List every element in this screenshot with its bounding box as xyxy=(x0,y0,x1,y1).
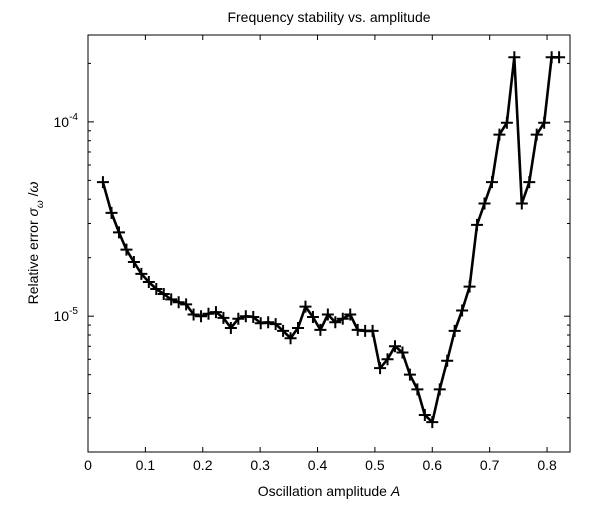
data-point-marker xyxy=(366,324,379,337)
data-point-marker xyxy=(269,318,282,331)
data-point-marker xyxy=(441,354,454,367)
data-point-marker xyxy=(471,218,484,231)
data-point-marker xyxy=(426,416,439,429)
data-point-marker xyxy=(523,176,536,189)
data-point-marker xyxy=(96,176,109,189)
data-point-marker xyxy=(172,296,185,309)
data-point-marker xyxy=(515,197,528,210)
data-point-marker xyxy=(142,275,155,288)
data-point-marker xyxy=(299,300,312,313)
data-point-marker xyxy=(112,226,125,239)
data-point-marker xyxy=(127,256,140,269)
y-axis-label-slash: / xyxy=(25,192,41,200)
data-point-marker xyxy=(165,293,178,306)
data-point-marker xyxy=(500,116,513,129)
data-point-marker xyxy=(448,324,461,337)
data-point-marker xyxy=(553,51,566,64)
data-point-marker xyxy=(485,176,498,189)
data-point-marker xyxy=(321,308,334,321)
data-point-marker xyxy=(433,383,446,396)
x-tick-label: 0.1 xyxy=(136,457,156,473)
data-point-marker xyxy=(135,267,148,280)
x-tick-label: 0.5 xyxy=(365,457,385,473)
data-point-marker xyxy=(157,288,170,301)
data-point-marker xyxy=(344,308,357,321)
y-axis-label-omega: ω xyxy=(25,181,41,192)
x-tick-label: 0.2 xyxy=(193,457,213,473)
data-point-marker xyxy=(478,197,491,210)
data-point-marker xyxy=(508,51,521,64)
data-point-marker xyxy=(381,353,394,366)
data-point-marker xyxy=(187,308,200,321)
data-point-marker xyxy=(456,304,469,317)
plot-area xyxy=(88,35,570,452)
x-axis-label-var: A xyxy=(390,483,400,499)
data-point-marker xyxy=(232,312,245,325)
tick-layer: 0 0.1 0.2 0.3 0.4 0.5 0.6 0.7 0.8 10-5 10-4 xyxy=(54,35,570,473)
x-tick-label: 0.7 xyxy=(480,457,500,473)
data-point-marker xyxy=(463,280,476,293)
data-point-marker xyxy=(209,306,222,319)
data-point-marker xyxy=(418,409,431,422)
data-point-marker xyxy=(411,383,424,396)
y-axis-label-sub: ω xyxy=(35,200,46,208)
y-tick-label: 10-5 xyxy=(54,306,79,324)
x-tick-label: 0.6 xyxy=(423,457,443,473)
x-tick-label: 0.3 xyxy=(250,457,270,473)
data-point-marker xyxy=(292,321,305,334)
data-point-marker xyxy=(530,128,543,141)
data-point-marker xyxy=(217,311,230,324)
data-point-marker xyxy=(388,340,401,353)
data-point-marker xyxy=(105,206,118,219)
data-point-marker xyxy=(493,128,506,141)
x-tick-label: 0.8 xyxy=(537,457,557,473)
data-point-marker xyxy=(224,321,237,334)
data-point-marker xyxy=(262,316,275,329)
data-point-marker xyxy=(202,307,215,320)
data-point-marker xyxy=(314,323,327,336)
x-axis-label-text: Oscillation amplitude xyxy=(258,483,391,499)
plot-frame xyxy=(87,34,571,453)
y-axis-label-sigma: σ xyxy=(25,208,41,217)
data-point-marker xyxy=(374,362,387,375)
y-tick-label: 10-4 xyxy=(54,112,79,130)
y-axis-label: Relative error σω /ω xyxy=(25,181,46,304)
data-point-marker xyxy=(120,243,133,256)
y-axis-label-text: Relative error xyxy=(25,217,41,305)
data-point-marker xyxy=(180,298,193,311)
data-point-marker xyxy=(403,368,416,381)
data-point-marker xyxy=(284,332,297,345)
data-point-marker xyxy=(336,312,349,325)
marker-layer xyxy=(96,51,566,429)
data-point-marker xyxy=(277,324,290,337)
x-axis-label: Oscillation amplitude A xyxy=(258,483,400,499)
data-point-marker xyxy=(329,316,342,329)
data-point-marker xyxy=(247,311,260,324)
chart-title: Frequency stability vs. amplitude xyxy=(227,9,430,25)
x-tick-label: 0 xyxy=(84,457,92,473)
data-point-marker xyxy=(306,311,319,324)
x-tick-label: 0.4 xyxy=(308,457,328,473)
data-point-marker xyxy=(150,283,163,296)
data-point-marker xyxy=(396,346,409,359)
data-point-marker xyxy=(538,116,551,129)
data-point-marker xyxy=(195,310,208,323)
